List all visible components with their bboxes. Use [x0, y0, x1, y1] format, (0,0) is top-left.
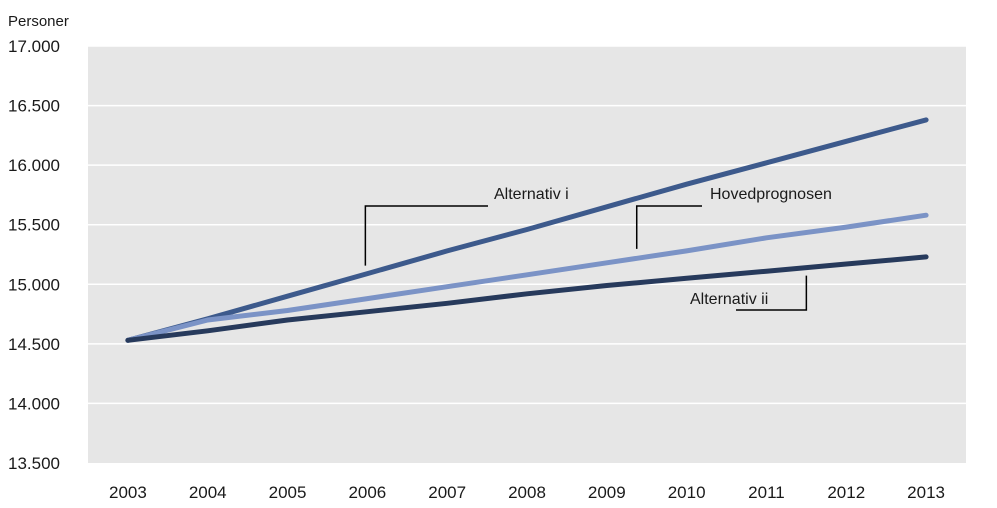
y-tick-label: 17.000 — [8, 37, 60, 56]
plot-area — [88, 46, 966, 463]
annotation-label-2: Hovedprognosen — [710, 186, 832, 203]
y-tick-label: 14.000 — [8, 394, 60, 413]
y-tick-label: 15.000 — [8, 275, 60, 294]
series-line-1 — [125, 117, 929, 343]
annotation-label-3: Alternativ ii — [690, 291, 768, 308]
x-tick-label: 2011 — [748, 483, 785, 502]
x-tick-label: 2012 — [827, 483, 865, 502]
series-line-3 — [125, 254, 929, 343]
x-tick-label: 2008 — [508, 483, 546, 502]
y-tick-label: 14.500 — [8, 335, 60, 354]
series-line-2 — [125, 212, 929, 343]
annotation-leader-1 — [364, 205, 488, 266]
annotation-leader-3 — [736, 275, 808, 311]
x-tick-label: 2013 — [907, 483, 945, 502]
x-tick-label: 2004 — [189, 483, 227, 502]
x-tick-label: 2009 — [588, 483, 626, 502]
y-axis-unit-label: Personer — [8, 13, 69, 30]
x-tick-label: 2005 — [269, 483, 307, 502]
y-tick-label: 15.500 — [8, 216, 60, 235]
y-tick-label: 13.500 — [8, 454, 60, 473]
y-tick-label: 16.000 — [8, 156, 60, 175]
x-tick-label: 2010 — [668, 483, 706, 502]
x-tick-label: 2006 — [348, 483, 386, 502]
annotation-leader-2 — [635, 205, 702, 249]
annotation-label-1: Alternativ i — [494, 186, 569, 203]
x-tick-label: 2007 — [428, 483, 466, 502]
y-tick-label: 16.500 — [8, 97, 60, 116]
x-tick-label: 2003 — [109, 483, 147, 502]
